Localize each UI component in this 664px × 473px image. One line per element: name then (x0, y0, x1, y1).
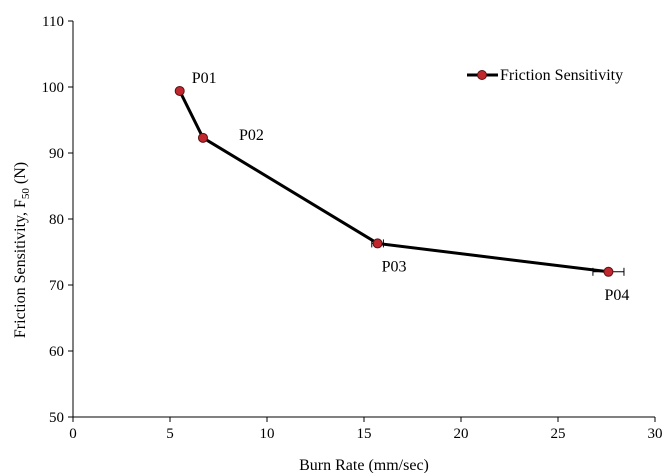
y-tick-label: 100 (42, 80, 65, 96)
y-tick-label: 80 (49, 212, 64, 228)
x-tick-label: 20 (454, 426, 469, 442)
y-axis-title-main: Friction Sensitivity, F (12, 199, 29, 338)
point-labels: P01 P02 P03 P04 (192, 70, 630, 304)
legend-marker-swatch (477, 70, 487, 80)
point-label: P01 (192, 70, 217, 87)
x-tick-label: 30 (648, 426, 663, 442)
y-axis-title-subscript: 50 (20, 188, 32, 200)
x-tick-label: 10 (260, 426, 275, 442)
x-tick-label: 15 (357, 426, 372, 442)
data-point (174, 85, 185, 96)
point-label: P04 (604, 287, 629, 304)
x-tick-label: 25 (551, 426, 566, 442)
x-tick-label: 0 (69, 426, 77, 442)
data-point (603, 266, 614, 277)
y-tick-label: 50 (49, 410, 64, 426)
y-tick-label: 70 (49, 278, 64, 294)
x-tick-label: 5 (166, 426, 174, 442)
ticks: 0 5 10 15 20 25 30 50 60 70 80 90 100 110 (42, 14, 663, 442)
y-tick-label: 60 (49, 344, 64, 360)
x-axis-title: Burn Rate (mm/sec) (299, 457, 429, 473)
y-axis-title-unit: (N) (12, 162, 29, 188)
y-tick-label: 90 (49, 146, 64, 162)
series-layer (174, 85, 625, 277)
legend: Friction Sensitivity (467, 67, 623, 84)
legend-series-name: Friction Sensitivity (500, 67, 623, 84)
point-label: P03 (382, 258, 407, 275)
series-line (178, 90, 609, 274)
y-axis-title: Friction Sensitivity, F50 (N) (12, 162, 32, 338)
data-point (372, 238, 383, 249)
data-point (197, 132, 208, 143)
point-label: P02 (239, 127, 264, 144)
y-tick-label: 110 (42, 14, 64, 30)
